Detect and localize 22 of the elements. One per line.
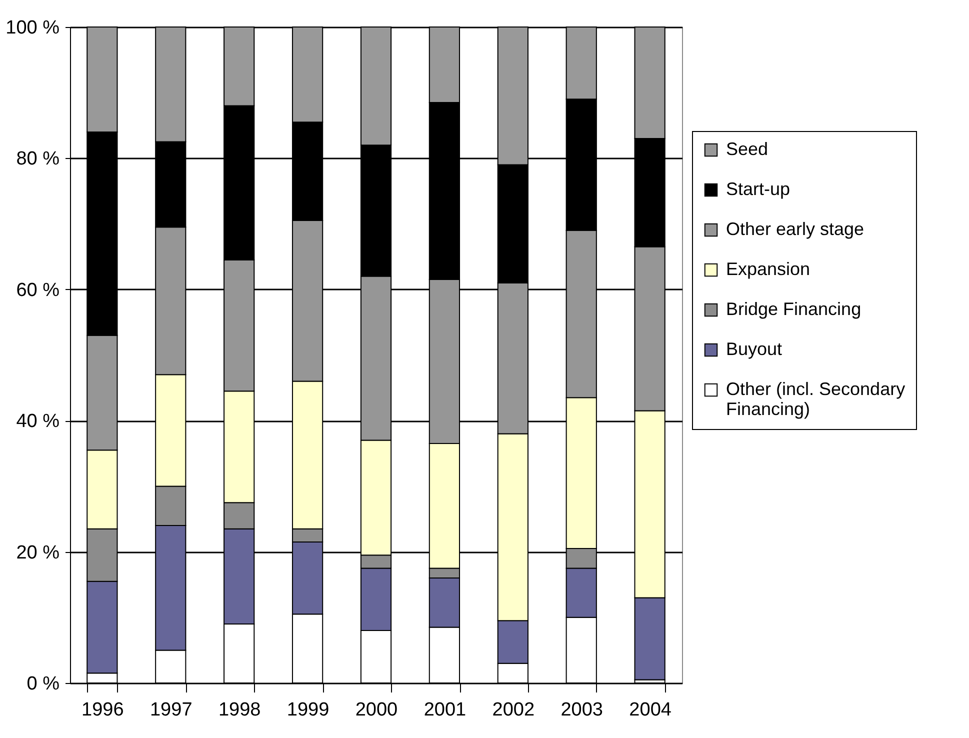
- y-tick-label: 100 %: [6, 18, 60, 38]
- legend-label: Other (incl. Secondary Financing): [726, 379, 906, 419]
- x-tick-label: 2003: [560, 700, 604, 720]
- x-tick-label: 1997: [150, 700, 192, 720]
- legend-label: Seed: [726, 139, 768, 159]
- x-tick-label: 1999: [286, 700, 330, 720]
- x-tick-label: 1998: [218, 700, 261, 720]
- legend-label: Bridge Financing: [726, 299, 862, 319]
- y-tick-label: 60 %: [16, 280, 60, 301]
- x-tick-label: 2002: [492, 700, 535, 720]
- legend-label: Start-up: [726, 179, 790, 199]
- y-tick-label: 40 %: [16, 411, 60, 432]
- y-tick-label: 0 %: [26, 674, 60, 694]
- y-tick-label: 20 %: [16, 542, 60, 564]
- x-tick-label: 1996: [82, 700, 124, 720]
- y-tick-label: 80 %: [16, 148, 60, 170]
- legend-label: Buyout: [726, 339, 782, 359]
- legend-label: Other early stage: [726, 219, 864, 239]
- x-tick-label: 2004: [629, 700, 672, 720]
- x-tick-label: 2001: [424, 700, 466, 720]
- x-tick-label: 2000: [355, 700, 398, 720]
- legend-label: Expansion: [726, 259, 810, 279]
